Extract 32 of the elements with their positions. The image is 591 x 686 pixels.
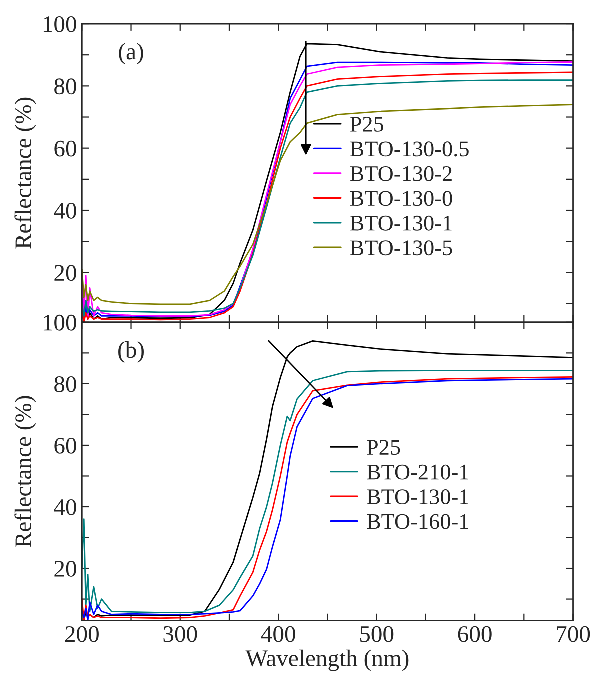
y-tick-label: 80 [54, 376, 76, 392]
legend-label: BTO-210-1 [367, 464, 468, 480]
annotation: (a) [119, 43, 144, 65]
legend-label: BTO-160-1 [367, 514, 468, 530]
legend-label: BTO-130-1 [350, 216, 452, 231]
line-series [82, 104, 574, 306]
legend-label: P25 [367, 440, 400, 456]
y-tick-label: 40 [54, 499, 76, 516]
y-tick-label: 20 [54, 561, 76, 577]
y-tick-label: 60 [54, 140, 76, 157]
y-tick-label: 20 [54, 265, 76, 282]
legend-label: BTO-130-2 [350, 166, 452, 182]
legend-label: BTO-130-0.5 [350, 142, 469, 157]
x-tick-label: 300 [164, 626, 198, 642]
y-tick-label: 80 [54, 78, 76, 95]
y-tick-label: 60 [54, 438, 76, 454]
y-tick-label: 40 [54, 203, 76, 219]
legend-label: BTO-130-1 [367, 490, 468, 505]
x-axis-title: Wavelength (nm) [246, 650, 409, 672]
y-tick-label: 100 [44, 16, 76, 32]
x-tick-label: 700 [557, 626, 590, 642]
x-tick-label: 600 [458, 626, 492, 642]
y-axis-title: Reflectance (%) [14, 98, 36, 249]
x-tick-label: 200 [65, 626, 99, 642]
legend-label: BTO-130-5 [350, 240, 452, 256]
y-axis-title: Reflectance (%) [14, 396, 36, 548]
x-tick-label: 400 [261, 626, 296, 642]
legend-label: BTO-130-0 [350, 191, 452, 206]
legend-label: P25 [350, 117, 384, 132]
y-tick-label: 100 [44, 314, 76, 331]
annotation: (b) [118, 342, 144, 363]
x-tick-label: 500 [360, 626, 394, 642]
